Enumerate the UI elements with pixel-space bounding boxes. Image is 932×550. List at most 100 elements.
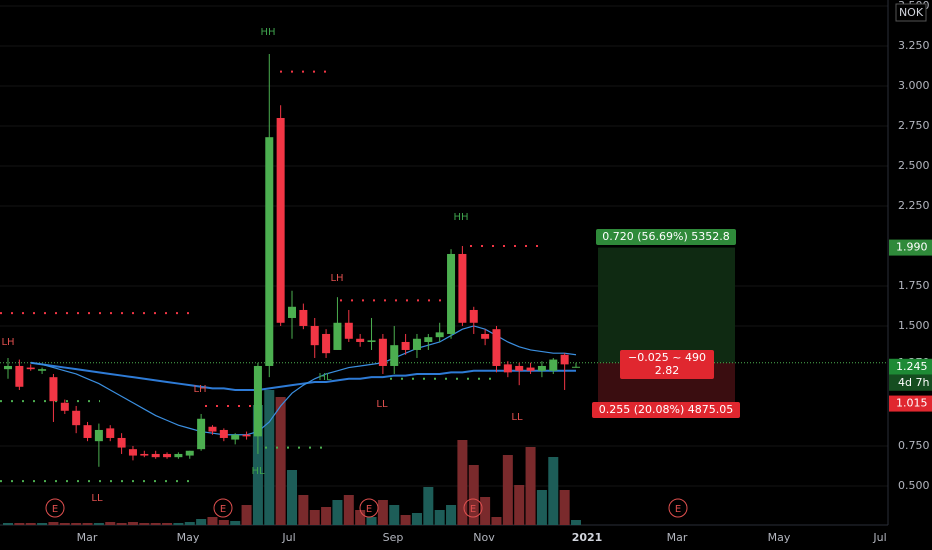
candle-body: [128, 449, 137, 456]
earnings-label: E: [366, 504, 372, 515]
candle-body: [288, 306, 296, 318]
volume-bar: [82, 523, 93, 525]
volume-bar: [48, 522, 59, 525]
y-tick-label: 3.250: [898, 39, 930, 52]
candle-body: [560, 354, 569, 365]
candle-body: [151, 453, 160, 458]
candle-body: [572, 366, 580, 368]
pivot-label: LH: [193, 384, 206, 395]
candle-body: [94, 429, 103, 442]
x-tick-label: Sep: [383, 531, 404, 544]
volume-bar: [400, 515, 411, 525]
center-box: [620, 350, 714, 379]
volume-bar: [25, 523, 36, 525]
volume-bar: [457, 440, 468, 525]
candle-body: [231, 434, 240, 440]
volume-bar: [536, 490, 547, 525]
candle-body: [492, 329, 501, 366]
volume-bar: [468, 465, 479, 525]
x-tick-label: May: [177, 531, 200, 544]
y-tick-label: 0.500: [898, 479, 930, 492]
volume-bar: [525, 447, 536, 525]
volume-bar: [309, 510, 320, 525]
candle-body: [469, 309, 478, 323]
countdown: 4d 7h: [898, 376, 929, 389]
moving-average: [30, 361, 576, 391]
candle-body: [4, 365, 12, 370]
x-tick-label: Mar: [77, 531, 98, 544]
volume-bar: [196, 519, 207, 525]
volume-bar: [480, 497, 491, 525]
candle-body: [60, 402, 69, 411]
candle-body: [481, 333, 490, 339]
volume-bar: [162, 523, 173, 525]
candle-body: [253, 365, 262, 437]
volume-bar: [127, 522, 138, 525]
last-tag: 1.245: [896, 360, 928, 373]
x-tick-label: Nov: [473, 531, 495, 544]
x-tick-label: 2021: [572, 531, 603, 544]
volume-bar: [139, 523, 150, 525]
volume-bar: [14, 523, 25, 525]
candle-body: [435, 332, 444, 338]
x-tick-label: Mar: [667, 531, 688, 544]
y-tick-label: 1.500: [898, 319, 930, 332]
earnings-circle: [668, 498, 688, 518]
candle-body: [265, 137, 274, 366]
candle-body: [106, 428, 115, 438]
candle-body: [526, 367, 535, 371]
volume-bar: [377, 500, 388, 525]
y-tick-label: 0.750: [898, 439, 930, 452]
candle-body: [412, 338, 421, 350]
volume-bar: [571, 520, 581, 525]
volume-bar: [423, 487, 434, 525]
volume-bar: [252, 405, 263, 525]
candle-body: [515, 365, 524, 371]
candle-body: [310, 325, 319, 346]
volume-bar: [207, 517, 218, 525]
candle-body: [208, 426, 217, 432]
candle-body: [344, 322, 353, 339]
pivot-label: LH: [1, 337, 14, 348]
candle-body: [299, 309, 308, 326]
y-tick-label: 2.500: [898, 159, 930, 172]
candle-body: [458, 253, 467, 323]
center-label: −0.025 ~ 490: [628, 351, 706, 364]
stop-label-box: [592, 402, 740, 418]
volume-bar: [332, 500, 343, 525]
pivot-label: HL: [318, 372, 332, 383]
volume-bar: [355, 510, 366, 525]
candle-body: [26, 367, 35, 370]
pivot-label: LH: [330, 273, 343, 284]
pivot-label: LL: [91, 493, 103, 504]
earnings-circle: [359, 498, 379, 518]
candle-body: [367, 340, 376, 342]
pivot-label: HH: [260, 27, 275, 38]
stop-label: 0.255 (20.08%) 4875.05: [599, 403, 734, 416]
candle-body: [15, 365, 24, 387]
candle-body: [117, 437, 126, 448]
volume-bar: [389, 505, 400, 525]
center-label: 2.82: [655, 364, 680, 377]
pivot-label: HH: [453, 212, 468, 223]
volume-bar: [150, 523, 161, 525]
volume-bar: [116, 523, 127, 525]
candle-body: [549, 359, 558, 371]
pivot-label: LL: [376, 399, 388, 410]
x-tick-label: May: [768, 531, 791, 544]
candle-body: [356, 338, 365, 342]
volume-bar: [71, 523, 82, 525]
candle-body: [83, 425, 92, 438]
earnings-circle: [45, 498, 65, 518]
volume-bar: [37, 523, 48, 525]
volume-bar: [502, 455, 513, 525]
volume-bar: [93, 523, 104, 525]
volume-bar: [184, 522, 195, 525]
volume-bar: [411, 513, 422, 525]
candle-body: [197, 418, 206, 450]
volume-bar: [264, 390, 275, 525]
candle-body: [242, 434, 251, 437]
x-tick-label: Jul: [281, 531, 295, 544]
candle-body: [333, 322, 342, 350]
